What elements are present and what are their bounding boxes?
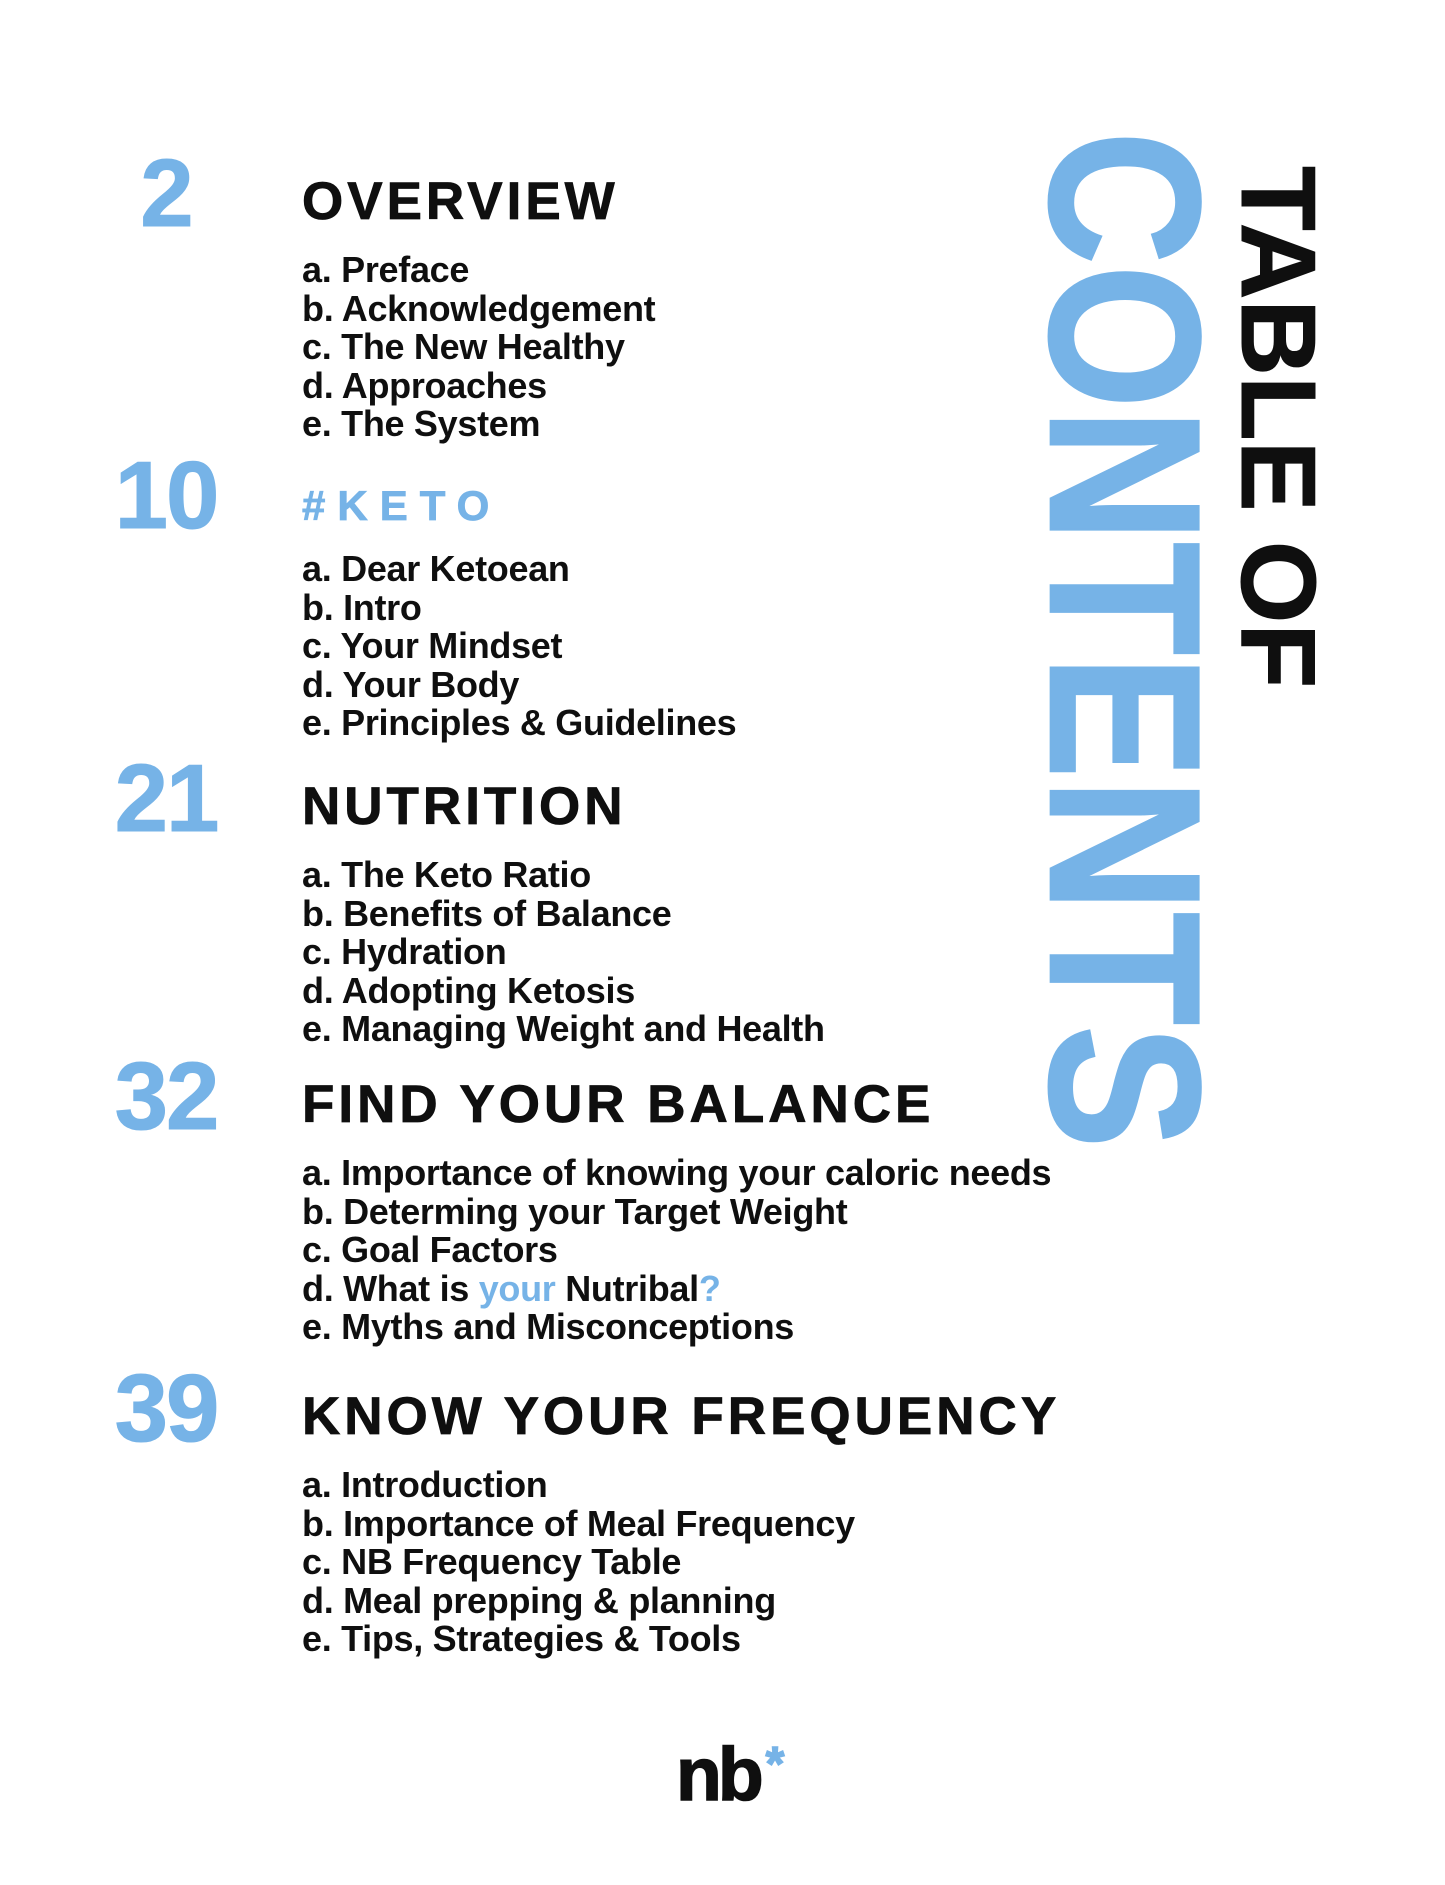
toc-item: c. NB Frequency Table <box>302 1541 682 1582</box>
toc-item: a. Introduction <box>302 1464 548 1505</box>
section-title: NUTRITION <box>302 777 627 836</box>
toc-item: d. Adopting Ketosis <box>302 969 635 1011</box>
toc-item: e. Tips, Strategies & Tools <box>302 1618 741 1659</box>
toc-section: 21 NUTRITION a. The Keto Ratio b. Benefits … <box>0 750 1445 1049</box>
section-title: FIND YOUR BALANCE <box>302 1075 935 1134</box>
toc-item: a. Importance of knowing your caloric ne… <box>302 1152 1052 1193</box>
section-item-list: a. The Keto Ratio b. Benefits of Balance c… <box>302 854 1445 1049</box>
section-body: NUTRITION a. The Keto Ratio b. Benefits of… <box>302 780 1445 1049</box>
nb-logo: nb * <box>675 1736 785 1813</box>
section-item-list: a. Introduction b. Importance of Meal Fre… <box>302 1464 1445 1659</box>
toc-item: b. Acknowledgement <box>302 287 656 329</box>
toc-item: d. What is your Nutribal? <box>302 1267 1445 1309</box>
section-page-number: 2 <box>140 140 194 247</box>
toc-item: c. Hydration <box>302 931 507 972</box>
section-page-number: 39 <box>114 1355 220 1462</box>
toc-item-accent-segment: ? <box>698 1267 721 1309</box>
section-page-number: 21 <box>114 745 220 852</box>
toc-section: 39 KNOW YOUR FREQUENCY a. Introduction b. I… <box>0 1360 1445 1659</box>
toc-section: 32 FIND YOUR BALANCE a. Importance of know… <box>0 1048 1445 1347</box>
section-page-number: 10 <box>114 442 220 549</box>
nb-logo-text: nb <box>675 1732 764 1816</box>
section-body: #KETO a. Dear Ketoean b. Intro c. Your Mind… <box>302 482 1445 743</box>
toc-item: b. Determing your Target Weight <box>302 1190 848 1232</box>
toc-item: b. Intro <box>302 586 422 628</box>
toc-item: a. Dear Ketoean <box>302 548 570 589</box>
table-of-vertical-text: TABLE OF <box>1219 165 1338 689</box>
section-body: KNOW YOUR FREQUENCY a. Introduction b. Imp… <box>302 1390 1445 1659</box>
section-item-list: a. Dear Ketoean b. Intro c. Your Mindset d.… <box>302 548 1445 743</box>
section-body: OVERVIEW a. Preface b. Acknowledgement c. T… <box>302 175 1445 444</box>
toc-item-accent-segment: your <box>478 1267 556 1309</box>
toc-item: c. Goal Factors <box>302 1229 558 1270</box>
toc-item: b. Benefits of Balance <box>302 892 672 934</box>
toc-item-segment: Nutribal <box>555 1267 699 1309</box>
toc-item: c. The New Healthy <box>302 326 625 367</box>
contents-vertical-text: CONTENTS <box>1003 130 1244 1149</box>
section-page-number: 32 <box>114 1043 220 1150</box>
toc-item: e. Managing Weight and Health <box>302 1008 825 1049</box>
toc-item: d. Your Body <box>302 663 520 705</box>
section-title: OVERVIEW <box>302 172 619 231</box>
toc-item-segment: d. What is <box>302 1267 479 1309</box>
section-title: #KETO <box>302 482 502 529</box>
toc-item: a. The Keto Ratio <box>302 854 591 895</box>
toc-section: 2 OVERVIEW a. Preface b. Acknowledgement c. … <box>0 145 1445 444</box>
section-body: FIND YOUR BALANCE a. Importance of knowin… <box>302 1078 1445 1347</box>
toc-item: c. Your Mindset <box>302 625 563 666</box>
toc-item: a. Preface <box>302 249 470 290</box>
toc-item: b. Importance of Meal Frequency <box>302 1502 855 1544</box>
section-item-list: a. Importance of knowing your caloric ne… <box>302 1152 1445 1347</box>
toc-item: e. Myths and Misconceptions <box>302 1306 794 1347</box>
section-title: KNOW YOUR FREQUENCY <box>302 1387 1061 1446</box>
section-item-list: a. Preface b. Acknowledgement c. The New H… <box>302 249 1445 444</box>
toc-item: e. Principles & Guidelines <box>302 702 737 743</box>
toc-section: 10 #KETO a. Dear Ketoean b. Intro c. Your Mi… <box>0 447 1445 743</box>
asterisk-logo-mark: * <box>765 1738 785 1791</box>
toc-item: e. The System <box>302 403 541 444</box>
toc-item: d. Approaches <box>302 364 547 406</box>
toc-item: d. Meal prepping & planning <box>302 1579 776 1621</box>
